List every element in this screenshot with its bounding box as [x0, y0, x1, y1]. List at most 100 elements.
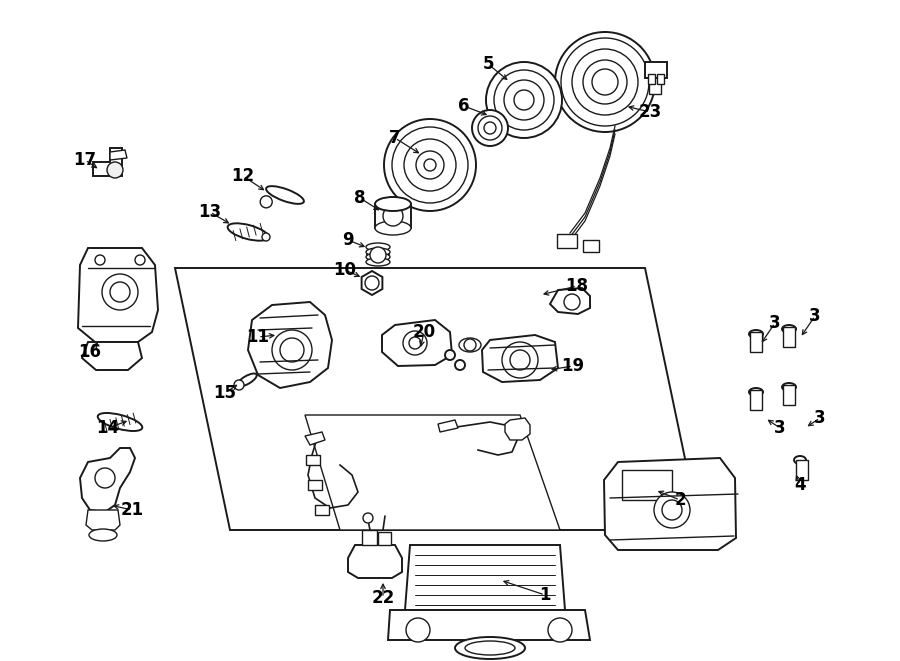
Circle shape — [234, 380, 244, 390]
Polygon shape — [78, 248, 158, 342]
Text: 15: 15 — [213, 384, 237, 402]
Circle shape — [548, 618, 572, 642]
Text: 11: 11 — [247, 328, 269, 346]
Ellipse shape — [366, 243, 390, 251]
Ellipse shape — [366, 248, 390, 256]
Polygon shape — [796, 460, 808, 480]
Ellipse shape — [228, 223, 268, 241]
Polygon shape — [82, 342, 142, 370]
Text: 2: 2 — [674, 491, 686, 509]
Circle shape — [135, 255, 145, 265]
Polygon shape — [438, 420, 458, 432]
Ellipse shape — [465, 641, 515, 655]
Bar — [308, 480, 322, 490]
Polygon shape — [382, 320, 452, 366]
Text: 4: 4 — [794, 476, 806, 494]
Polygon shape — [604, 458, 736, 550]
Ellipse shape — [266, 186, 304, 204]
Ellipse shape — [262, 233, 270, 241]
Text: 3: 3 — [770, 314, 781, 332]
Polygon shape — [550, 288, 590, 314]
Text: 9: 9 — [342, 231, 354, 249]
Text: 16: 16 — [78, 343, 102, 361]
Circle shape — [592, 69, 618, 95]
Polygon shape — [505, 418, 530, 440]
Circle shape — [494, 70, 554, 130]
Bar — [657, 74, 664, 84]
Bar — [622, 470, 672, 500]
Ellipse shape — [367, 246, 389, 264]
Circle shape — [392, 127, 468, 203]
Polygon shape — [482, 335, 558, 382]
Circle shape — [102, 274, 138, 310]
Text: 17: 17 — [74, 151, 96, 169]
Circle shape — [384, 119, 476, 211]
Circle shape — [514, 90, 534, 110]
Polygon shape — [750, 390, 762, 410]
Ellipse shape — [459, 338, 481, 352]
Circle shape — [478, 116, 502, 140]
Polygon shape — [248, 302, 332, 388]
Bar — [645, 62, 667, 78]
Circle shape — [95, 255, 105, 265]
Ellipse shape — [366, 258, 390, 266]
Circle shape — [504, 80, 544, 120]
Circle shape — [445, 350, 455, 360]
Text: 18: 18 — [565, 277, 589, 295]
Text: 8: 8 — [355, 189, 365, 207]
Ellipse shape — [782, 383, 796, 391]
Circle shape — [107, 162, 123, 178]
Bar — [648, 74, 655, 84]
Circle shape — [486, 62, 562, 138]
Polygon shape — [80, 448, 135, 512]
Text: 23: 23 — [638, 103, 662, 121]
Circle shape — [280, 338, 304, 362]
Circle shape — [272, 330, 312, 370]
Polygon shape — [348, 545, 402, 578]
Polygon shape — [305, 432, 325, 445]
Text: 3: 3 — [774, 419, 786, 437]
Circle shape — [510, 350, 530, 370]
Text: 13: 13 — [198, 203, 221, 221]
Circle shape — [484, 122, 496, 134]
Ellipse shape — [260, 196, 272, 208]
Text: 21: 21 — [121, 501, 144, 519]
Text: 7: 7 — [389, 129, 400, 147]
Bar — [378, 532, 391, 545]
Circle shape — [404, 139, 456, 191]
Circle shape — [110, 282, 130, 302]
Ellipse shape — [782, 325, 796, 333]
Polygon shape — [86, 510, 120, 530]
Circle shape — [583, 60, 627, 104]
Bar — [362, 530, 377, 545]
Polygon shape — [783, 327, 795, 347]
Polygon shape — [362, 271, 382, 295]
Text: 6: 6 — [458, 97, 470, 115]
Ellipse shape — [89, 529, 117, 541]
Polygon shape — [783, 385, 795, 405]
Ellipse shape — [366, 253, 390, 261]
Circle shape — [409, 337, 421, 349]
Circle shape — [555, 32, 655, 132]
Text: 19: 19 — [562, 357, 585, 375]
Polygon shape — [750, 332, 762, 352]
Text: 22: 22 — [372, 589, 394, 607]
Ellipse shape — [455, 637, 525, 659]
Polygon shape — [388, 610, 590, 640]
Circle shape — [424, 159, 436, 171]
Text: 3: 3 — [814, 409, 826, 427]
Bar — [583, 240, 599, 252]
Circle shape — [403, 331, 427, 355]
Bar — [306, 455, 320, 465]
Circle shape — [95, 468, 115, 488]
Ellipse shape — [375, 221, 411, 235]
Circle shape — [464, 339, 476, 351]
Polygon shape — [305, 415, 560, 530]
Circle shape — [561, 38, 649, 126]
Circle shape — [416, 151, 444, 179]
Circle shape — [363, 513, 373, 523]
Text: 10: 10 — [334, 261, 356, 279]
Text: 12: 12 — [231, 167, 255, 185]
Circle shape — [564, 294, 580, 310]
Ellipse shape — [238, 373, 256, 387]
